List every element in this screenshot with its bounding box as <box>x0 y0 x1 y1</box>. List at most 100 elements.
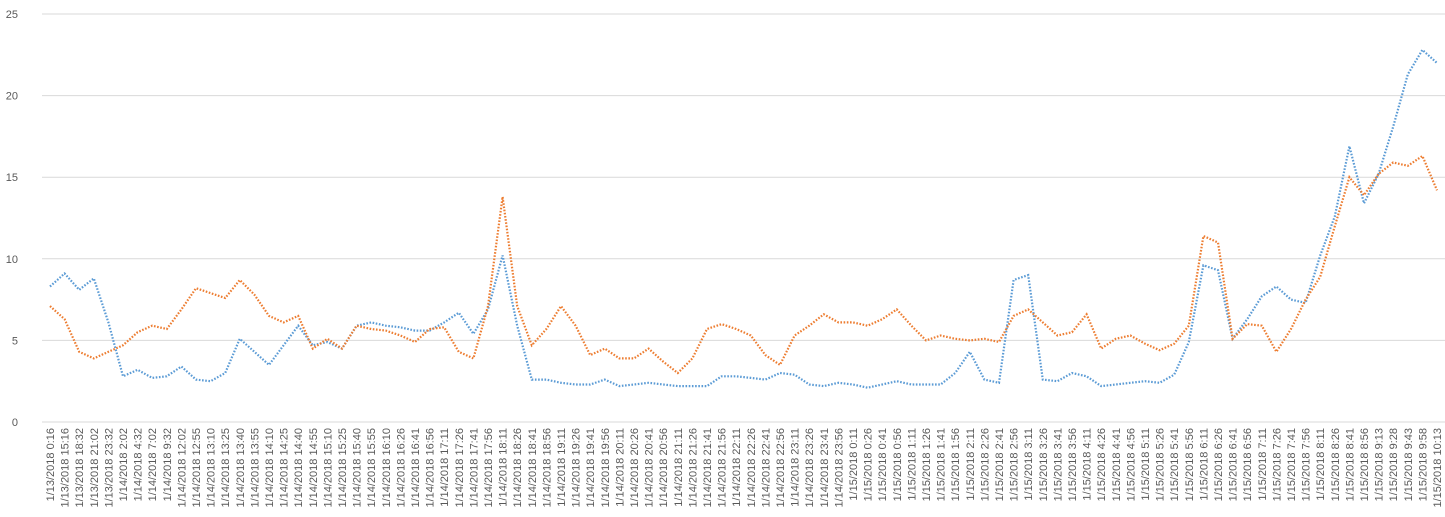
x-tick-label: 1/15/2018 9:28 <box>1388 428 1400 501</box>
x-tick-label: 1/15/2018 2:41 <box>994 428 1006 501</box>
x-tick-label: 1/13/2018 23:32 <box>103 428 115 508</box>
x-tick-label: 1/13/2018 15:16 <box>60 428 72 508</box>
x-tick-label: 1/15/2018 0:26 <box>863 428 875 501</box>
x-tick-label: 1/14/2018 14:40 <box>293 428 305 508</box>
x-tick-label: 1/13/2018 0:16 <box>45 428 57 501</box>
x-tick-label: 1/15/2018 5:11 <box>1140 428 1152 501</box>
x-tick-label: 1/14/2018 12:55 <box>191 428 203 508</box>
x-tick-label: 1/14/2018 17:11 <box>439 428 451 507</box>
x-tick-label: 1/15/2018 7:11 <box>1257 428 1269 501</box>
x-tick-label: 1/14/2018 21:56 <box>717 428 729 508</box>
x-tick-label: 1/14/2018 23:11 <box>790 428 802 507</box>
x-tick-label: 1/15/2018 8:41 <box>1344 428 1356 501</box>
x-tick-label: 1/15/2018 4:56 <box>1125 428 1137 501</box>
x-tick-label: 1/14/2018 14:10 <box>264 428 276 508</box>
x-tick-label: 1/14/2018 2:02 <box>118 428 130 501</box>
x-tick-label: 1/15/2018 5:41 <box>1169 428 1181 501</box>
x-tick-label: 1/14/2018 18:26 <box>512 428 524 508</box>
x-tick-label: 1/14/2018 15:55 <box>366 428 378 508</box>
x-tick-label: 1/15/2018 1:26 <box>921 428 933 501</box>
x-tick-label: 1/15/2018 9:13 <box>1374 428 1386 501</box>
x-tick-label: 1/14/2018 15:25 <box>337 428 349 508</box>
x-tick-label: 1/15/2018 8:26 <box>1330 428 1342 501</box>
series-lines <box>49 48 1439 389</box>
x-tick-label: 1/14/2018 16:56 <box>425 428 437 508</box>
y-tick-label: 5 <box>12 335 18 347</box>
y-tick-label: 0 <box>12 417 18 429</box>
x-tick-label: 1/14/2018 20:56 <box>658 428 670 508</box>
x-tick-label: 1/15/2018 8:56 <box>1359 428 1371 501</box>
x-tick-label: 1/15/2018 4:41 <box>1111 428 1123 501</box>
x-tick-label: 1/14/2018 9:32 <box>162 428 174 501</box>
x-tick-label: 1/15/2018 0:11 <box>848 428 860 501</box>
x-tick-label: 1/15/2018 9:43 <box>1403 428 1415 501</box>
x-tick-label: 1/15/2018 2:56 <box>1009 428 1021 501</box>
x-tick-label: 1/14/2018 20:26 <box>629 428 641 508</box>
x-tick-label: 1/14/2018 22:11 <box>731 428 743 507</box>
x-tick-label: 1/14/2018 19:41 <box>585 428 597 508</box>
x-tick-label: 1/14/2018 19:26 <box>571 428 583 508</box>
x-tick-label: 1/13/2018 21:02 <box>89 428 101 508</box>
x-tick-label: 1/14/2018 17:41 <box>468 428 480 508</box>
x-tick-label: 1/14/2018 18:41 <box>527 428 539 508</box>
x-tick-label: 1/15/2018 3:26 <box>1038 428 1050 501</box>
x-tick-label: 1/14/2018 19:11 <box>556 428 568 507</box>
x-tick-label: 1/15/2018 0:41 <box>877 428 889 501</box>
x-tick-label: 1/15/2018 1:56 <box>950 428 962 501</box>
x-tick-label: 1/15/2018 1:11 <box>906 428 918 501</box>
x-tick-label: 1/15/2018 6:11 <box>1198 428 1210 501</box>
x-tick-label: 1/15/2018 1:41 <box>936 428 948 501</box>
x-tick-label: 1/15/2018 0:56 <box>892 428 904 501</box>
x-tick-label: 1/15/2018 6:41 <box>1228 428 1240 501</box>
x-tick-label: 1/14/2018 16:26 <box>395 428 407 508</box>
x-tick-label: 1/14/2018 15:10 <box>322 428 334 508</box>
x-tick-label: 1/15/2018 7:41 <box>1286 428 1298 501</box>
x-tick-label: 1/14/2018 16:10 <box>381 428 393 508</box>
x-tick-label: 1/15/2018 9:58 <box>1417 428 1429 501</box>
x-tick-label: 1/14/2018 12:02 <box>176 428 188 508</box>
x-tick-label: 1/14/2018 22:56 <box>775 428 787 508</box>
series-line-2 <box>49 154 1439 375</box>
x-tick-label: 1/14/2018 21:26 <box>687 428 699 508</box>
x-tick-label: 1/14/2018 15:40 <box>352 428 364 508</box>
y-tick-label: 10 <box>6 254 18 266</box>
x-tick-label: 1/15/2018 10:13 <box>1432 428 1444 508</box>
x-tick-label: 1/15/2018 3:56 <box>1067 428 1079 501</box>
x-tick-label: 1/14/2018 18:11 <box>498 428 510 507</box>
x-tick-label: 1/15/2018 5:26 <box>1155 428 1167 501</box>
x-tick-label: 1/15/2018 5:56 <box>1184 428 1196 501</box>
x-tick-label: 1/14/2018 13:55 <box>249 428 261 508</box>
x-tick-label: 1/14/2018 4:32 <box>133 428 145 501</box>
x-tick-label: 1/15/2018 4:26 <box>1096 428 1108 501</box>
x-axis-tick-labels: 1/13/2018 0:16 1/13/2018 15:16 1/13/2018 1… <box>45 428 1444 508</box>
y-tick-label: 25 <box>6 9 18 21</box>
x-tick-label: 1/14/2018 7:02 <box>147 428 159 501</box>
y-tick-label: 20 <box>6 91 18 103</box>
x-tick-label: 1/14/2018 21:11 <box>673 428 685 507</box>
x-tick-label: 1/15/2018 3:41 <box>1052 428 1064 501</box>
x-tick-label: 1/15/2018 8:11 <box>1315 428 1327 501</box>
x-tick-label: 1/14/2018 20:41 <box>644 428 656 508</box>
x-tick-label: 1/15/2018 6:56 <box>1242 428 1254 501</box>
x-tick-label: 1/14/2018 14:55 <box>308 428 320 508</box>
x-tick-label: 1/15/2018 6:26 <box>1213 428 1225 501</box>
x-tick-label: 1/14/2018 23:26 <box>804 428 816 508</box>
x-tick-label: 1/14/2018 14:25 <box>279 428 291 508</box>
x-tick-label: 1/14/2018 13:40 <box>235 428 247 508</box>
x-tick-label: 1/14/2018 13:10 <box>206 428 218 508</box>
x-tick-label: 1/15/2018 7:26 <box>1271 428 1283 501</box>
x-tick-label: 1/14/2018 22:26 <box>746 428 758 508</box>
x-tick-label: 1/14/2018 23:56 <box>833 428 845 508</box>
x-tick-label: 1/15/2018 4:11 <box>1082 428 1094 501</box>
x-tick-label: 1/14/2018 13:25 <box>220 428 232 508</box>
x-tick-label: 1/14/2018 20:11 <box>614 428 626 507</box>
x-tick-label: 1/15/2018 2:26 <box>979 428 991 501</box>
y-axis-tick-labels: 0 5 10 15 20 25 <box>6 9 18 429</box>
x-tick-label: 1/13/2018 18:32 <box>74 428 86 508</box>
x-tick-label: 1/14/2018 17:26 <box>454 428 466 508</box>
gridlines <box>42 13 1445 423</box>
x-tick-label: 1/14/2018 23:41 <box>819 428 831 508</box>
x-tick-label: 1/15/2018 2:11 <box>965 428 977 501</box>
x-tick-label: 1/14/2018 16:41 <box>410 428 422 508</box>
